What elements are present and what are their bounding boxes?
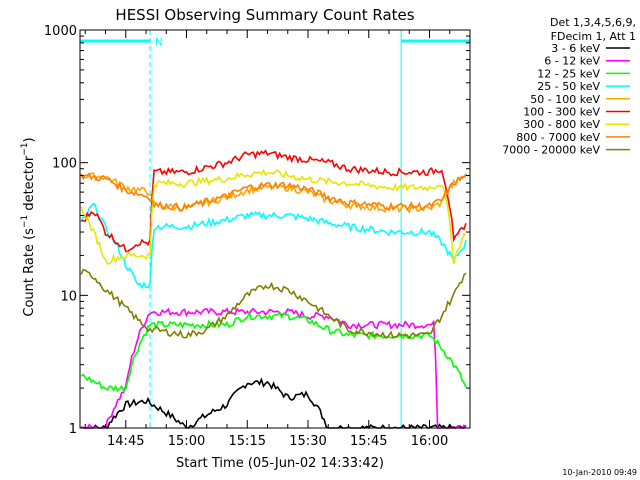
series-line-8 [80, 268, 467, 340]
legend-label: 50 - 100 keV [530, 93, 600, 106]
x-tick-label: 15:00 [168, 434, 205, 449]
y-axis-label-end: ) [22, 137, 37, 142]
night-marker-label: N [155, 37, 162, 48]
legend-label: 3 - 6 keV [551, 42, 600, 55]
legend-label: 800 - 7000 keV [516, 131, 600, 144]
series-line-4 [80, 172, 466, 214]
legend-header-1: Det 1,3,4,5,6,9, [550, 16, 636, 29]
x-tick-label: 15:45 [350, 434, 387, 449]
series-line-2 [80, 310, 467, 393]
y-tick-label: 1 [69, 422, 77, 437]
series-line-0 [81, 377, 467, 430]
legend-label: 7000 - 20000 keV [502, 144, 600, 157]
x-tick-label: 14:45 [107, 434, 144, 449]
legend-label: 12 - 25 keV [537, 67, 600, 80]
legend-label: 100 - 300 keV [523, 106, 600, 119]
plot-frame [79, 29, 471, 429]
legend-label: 25 - 50 keV [537, 80, 600, 93]
x-tick-label: 15:15 [229, 434, 266, 449]
legend-label: 6 - 12 keV [544, 55, 600, 68]
y-axis-label-mid: detector [22, 155, 37, 215]
y-axis-label-base: Count Rate (s [22, 228, 37, 317]
y-tick-label: 1000 [44, 24, 77, 39]
series-line-5 [81, 149, 467, 253]
series-line-7 [80, 172, 467, 212]
series-line-1 [80, 307, 467, 429]
y-tick-label: 100 [52, 157, 77, 172]
y-axis-label-sup1: −1 [20, 215, 30, 228]
series-line-6 [80, 168, 467, 265]
chart-title: HESSI Observing Summary Count Rates [115, 6, 414, 24]
legend-header-2: FDecim 1, Att 1 [551, 30, 636, 43]
legend-label: 300 - 800 keV [523, 118, 600, 131]
x-tick-label: 16:00 [411, 434, 448, 449]
timestamp: 10-Jan-2010 09:49 [562, 468, 637, 477]
y-axis-label-sup2: −1 [20, 142, 30, 155]
series-line-3 [80, 202, 467, 290]
x-tick-label: 15:30 [289, 434, 326, 449]
y-tick-label: 10 [60, 289, 77, 304]
y-axis-label: Count Rate (s−1 detector−1) [20, 137, 37, 316]
x-axis-label: Start Time (05-Jun-02 14:33:42) [176, 456, 384, 471]
